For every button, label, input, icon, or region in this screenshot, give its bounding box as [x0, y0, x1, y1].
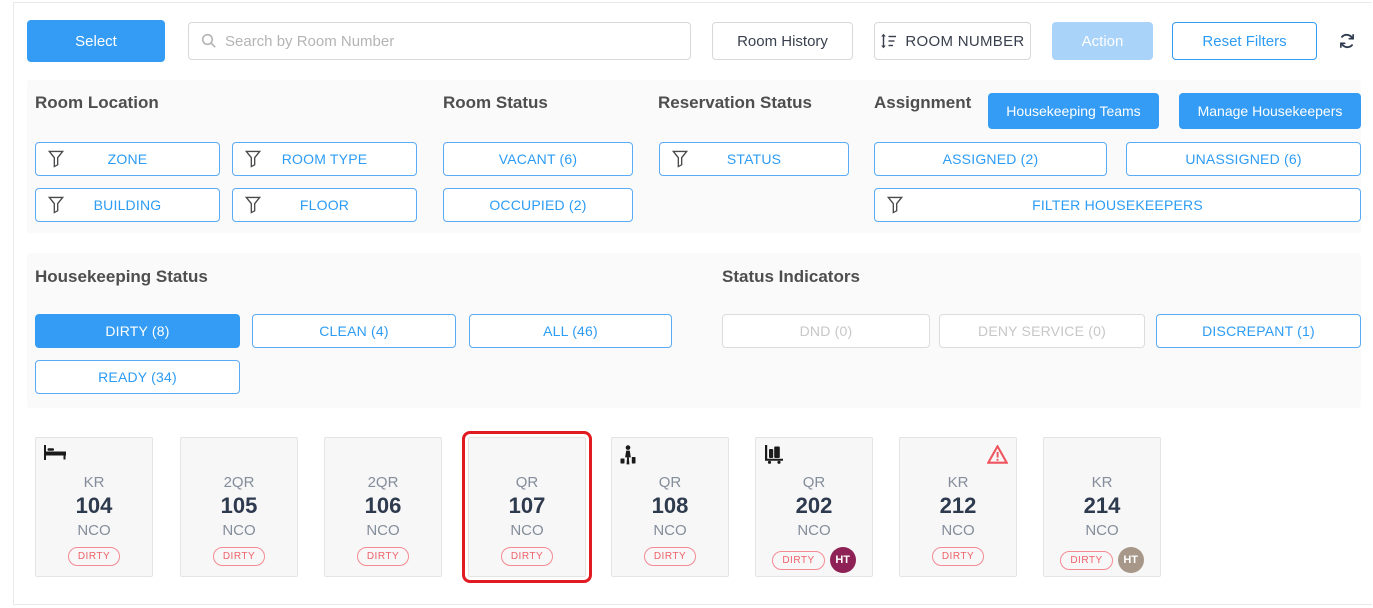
room-location-heading: Room Location	[35, 93, 159, 112]
room-code: NCO	[366, 521, 400, 539]
room-card-214[interactable]: KR 214 NCO DIRTY HT	[1043, 437, 1161, 577]
room-code: NCO	[1085, 521, 1119, 539]
dirty-status-pill: DIRTY	[1060, 550, 1113, 570]
room-type: KR	[83, 474, 105, 491]
filter-all-button[interactable]: ALL (46)	[469, 314, 672, 348]
room-code: NCO	[941, 521, 975, 539]
filter-discrepant-button[interactable]: DISCREPANT (1)	[1156, 314, 1361, 348]
room-card-107-selected[interactable]: QR 107 NCO DIRTY	[462, 431, 592, 583]
filter-dirty-button[interactable]: DIRTY (8)	[35, 314, 240, 348]
room-number: 107	[508, 493, 546, 518]
room-card-106[interactable]: 2QR 106 NCO DIRTY	[324, 437, 442, 577]
filter-dnd-button[interactable]: DND (0)	[722, 314, 930, 348]
housekeeping-status-heading: Housekeeping Status	[35, 267, 208, 286]
housekeeping-status-panel: Housekeeping Status Status Indicators DI…	[27, 253, 1361, 408]
filter-clean-button[interactable]: CLEAN (4)	[252, 314, 456, 348]
room-code: NCO	[77, 521, 111, 539]
filter-vacant-button[interactable]: VACANT (6)	[443, 142, 633, 176]
filter-label: FLOOR	[299, 197, 350, 213]
select-button[interactable]: Select	[27, 20, 165, 62]
filter-deny-service-button[interactable]: DENY SERVICE (0)	[939, 314, 1145, 348]
filter-unassigned-button[interactable]: UNASSIGNED (6)	[1126, 142, 1361, 176]
housekeeping-team-badge: HT	[829, 547, 856, 574]
dirty-status-pill: DIRTY	[356, 547, 410, 567]
filter-label: BUILDING	[93, 197, 162, 213]
filter-label: FILTER HOUSEKEEPERS	[1032, 197, 1203, 213]
sort-order-icon	[880, 32, 897, 50]
dirty-status-pill: DIRTY	[212, 547, 266, 567]
room-type: KR	[1091, 474, 1113, 491]
reservation-status-heading: Reservation Status	[658, 93, 812, 112]
refresh-button[interactable]	[1334, 28, 1360, 54]
room-type: 2QR	[223, 474, 255, 491]
room-history-button[interactable]: Room History	[712, 22, 853, 60]
reset-filters-button[interactable]: Reset Filters	[1172, 22, 1317, 60]
room-number: 214	[1083, 493, 1121, 518]
filter-floor-button[interactable]: FLOOR	[232, 188, 417, 222]
room-search[interactable]	[188, 22, 691, 60]
dirty-status-pill: DIRTY	[931, 547, 985, 567]
filter-label: ROOM TYPE	[281, 151, 368, 167]
room-type: 2QR	[367, 474, 399, 491]
room-number: 108	[651, 493, 689, 518]
filter-housekeepers-button[interactable]: FILTER HOUSEKEEPERS	[874, 188, 1361, 222]
room-number: 212	[939, 493, 977, 518]
dirty-status-pill: DIRTY	[643, 547, 697, 567]
filter-building-button[interactable]: BUILDING	[35, 188, 220, 222]
filter-reservation-status-button[interactable]: STATUS	[659, 142, 849, 176]
room-code: NCO	[653, 521, 687, 539]
room-type: QR	[515, 474, 539, 491]
filter-room-type-button[interactable]: ROOM TYPE	[232, 142, 417, 176]
filters-panel: Room Location Room Status Reservation St…	[27, 80, 1361, 233]
panel-frame	[13, 2, 1372, 605]
housekeeping-teams-button[interactable]: Housekeeping Teams	[988, 93, 1159, 129]
housekeeping-team-badge: HT	[1117, 547, 1144, 574]
room-number: 105	[220, 493, 258, 518]
dirty-status-pill: DIRTY	[500, 547, 554, 567]
room-type: KR	[947, 474, 969, 491]
search-input[interactable]	[225, 32, 678, 50]
room-code: NCO	[510, 521, 544, 539]
sort-by-room-number-button[interactable]: ROOM NUMBER	[874, 22, 1031, 60]
manage-housekeepers-button[interactable]: Manage Housekeepers	[1179, 93, 1361, 129]
sort-label: ROOM NUMBER	[905, 32, 1025, 50]
room-card-105[interactable]: 2QR 105 NCO DIRTY	[180, 437, 298, 577]
funnel-icon	[47, 150, 65, 171]
room-card-202[interactable]: QR 202 NCO DIRTY HT	[755, 437, 873, 577]
room-type: QR	[658, 474, 682, 491]
room-number: 104	[75, 493, 113, 518]
funnel-icon	[47, 196, 65, 217]
room-code: NCO	[222, 521, 256, 539]
room-card-212[interactable]: KR 212 NCO DIRTY	[899, 437, 1017, 577]
room-type: QR	[802, 474, 826, 491]
luggage-cart-icon	[764, 445, 784, 469]
guest-with-luggage-icon	[620, 445, 636, 470]
assignment-heading: Assignment	[874, 93, 972, 112]
room-number: 106	[364, 493, 402, 518]
room-card-104[interactable]: KR 104 NCO DIRTY	[35, 437, 153, 577]
room-status-heading: Room Status	[443, 93, 548, 112]
filter-assigned-button[interactable]: ASSIGNED (2)	[874, 142, 1107, 176]
room-card-108[interactable]: QR 108 NCO DIRTY	[611, 437, 729, 577]
dirty-status-pill: DIRTY	[67, 547, 121, 567]
action-button[interactable]: Action	[1052, 22, 1153, 60]
filter-occupied-button[interactable]: OCCUPIED (2)	[443, 188, 633, 222]
search-icon	[201, 33, 217, 49]
filter-label: ZONE	[107, 151, 148, 167]
bed-icon	[44, 445, 66, 465]
room-code: NCO	[797, 521, 831, 539]
funnel-icon	[244, 150, 262, 171]
discrepancy-warning-icon	[986, 444, 1009, 469]
dirty-status-pill: DIRTY	[772, 550, 825, 570]
funnel-icon	[244, 196, 262, 217]
funnel-icon	[671, 150, 689, 171]
funnel-icon	[886, 196, 904, 217]
room-number: 202	[795, 493, 833, 518]
filter-zone-button[interactable]: ZONE	[35, 142, 220, 176]
filter-ready-button[interactable]: READY (34)	[35, 360, 240, 394]
status-indicators-heading: Status Indicators	[722, 267, 860, 286]
filter-label: STATUS	[726, 151, 782, 167]
